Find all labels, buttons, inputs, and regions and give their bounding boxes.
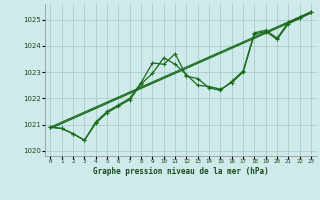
X-axis label: Graphe pression niveau de la mer (hPa): Graphe pression niveau de la mer (hPa) [93,167,269,176]
